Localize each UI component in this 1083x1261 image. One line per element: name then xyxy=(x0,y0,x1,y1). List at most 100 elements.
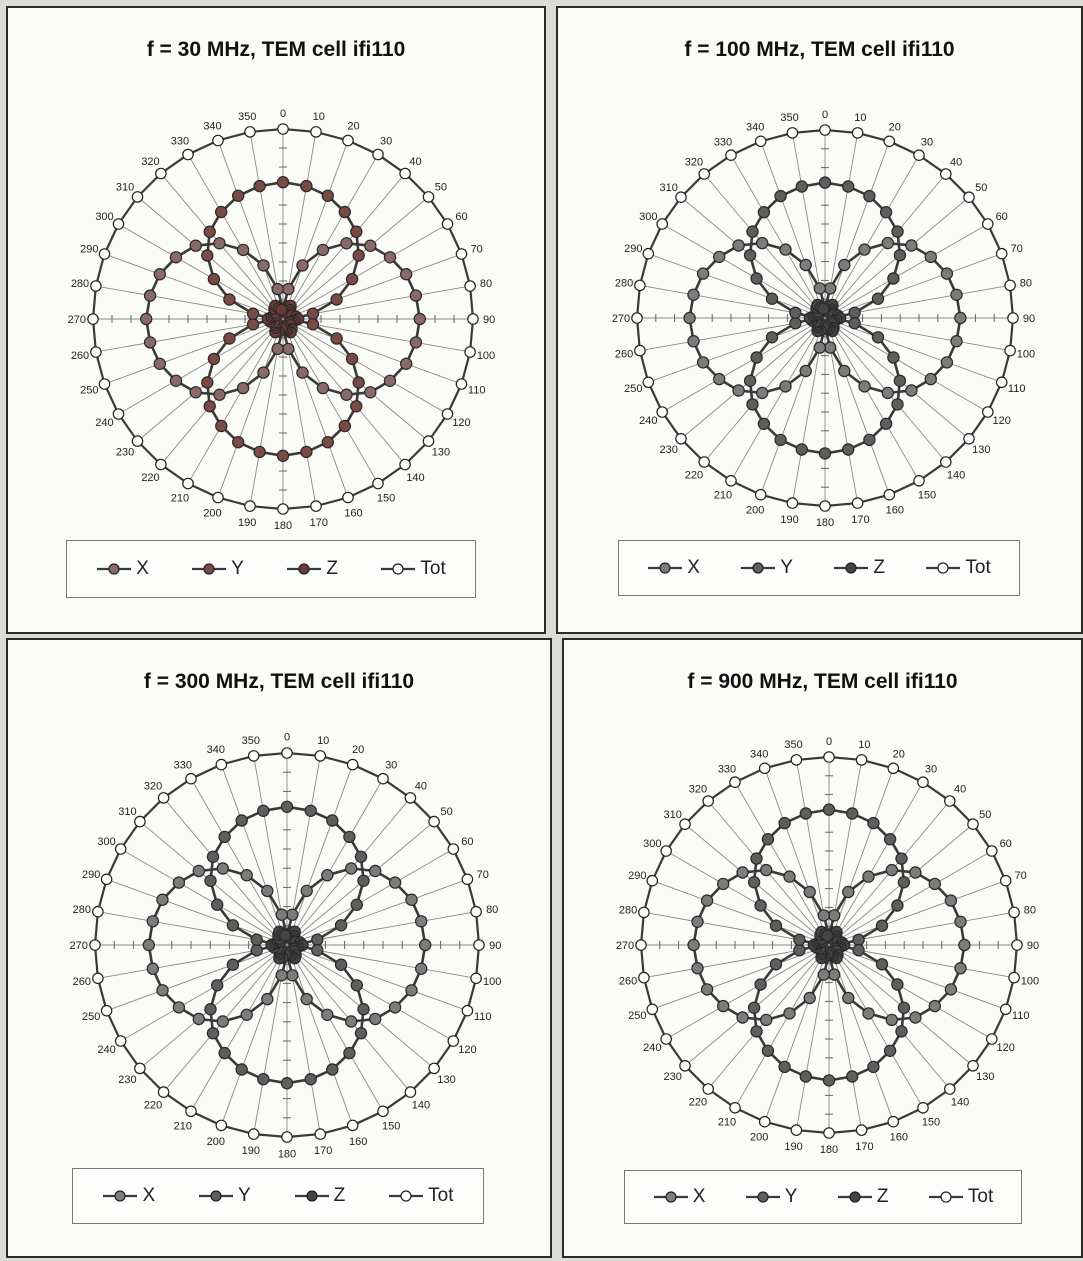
data-point-tot xyxy=(441,408,454,420)
data-point-y xyxy=(218,1046,231,1060)
data-point-tot xyxy=(679,818,691,830)
legend-marker-tot-icon xyxy=(926,562,961,574)
angle-tick-label: 190 xyxy=(780,514,798,526)
data-point-x xyxy=(271,342,284,356)
data-point-x xyxy=(736,866,749,879)
data-point-tot xyxy=(913,149,925,161)
data-point-y xyxy=(765,292,779,305)
data-point-x xyxy=(364,239,377,252)
angle-tick-label: 70 xyxy=(471,244,483,256)
data-point-x xyxy=(732,384,745,397)
data-point-x xyxy=(415,962,428,975)
data-point-y xyxy=(223,293,236,306)
data-point-x xyxy=(905,239,918,252)
angle-tick-label: 180 xyxy=(274,520,292,532)
data-point-x xyxy=(388,876,402,889)
data-point-tot xyxy=(342,134,354,147)
angle-tick-label: 240 xyxy=(95,417,113,429)
data-point-y xyxy=(250,944,263,957)
data-point-y xyxy=(769,958,783,971)
data-point-x xyxy=(924,250,937,264)
chart-panel-300mhz: f = 300 MHz, TEM cell ifi110 0 10 20 30 40 50… xyxy=(6,638,552,1258)
polar-plot: 0 10 20 30 40 50 60 70 80 90 100 110 120 130 140 150 160… xyxy=(616,736,1039,1156)
angle-tick-label: 120 xyxy=(452,417,470,429)
data-point-x xyxy=(296,366,309,379)
data-point-y xyxy=(334,919,348,932)
data-point-tot xyxy=(638,906,650,919)
data-point-y xyxy=(300,179,313,193)
data-point-tot xyxy=(634,344,646,357)
data-point-y xyxy=(867,816,880,830)
data-point-y xyxy=(203,225,216,238)
data-point-y xyxy=(750,1025,763,1038)
data-point-y xyxy=(842,180,855,193)
data-point-tot xyxy=(642,376,655,389)
angle-tick-label: 190 xyxy=(238,517,256,529)
data-point-x xyxy=(954,962,967,975)
legend-marker-tot-icon xyxy=(381,563,416,575)
data-point-x xyxy=(169,251,183,264)
legend-item-z: Z xyxy=(294,1185,345,1207)
data-point-x xyxy=(156,984,169,997)
spoke-line xyxy=(824,317,989,413)
angle-tick-label: 330 xyxy=(171,136,189,148)
angle-tick-label: 140 xyxy=(947,469,965,481)
data-point-y xyxy=(235,1063,248,1076)
angle-tick-label: 170 xyxy=(310,517,328,529)
angle-tick-label: 160 xyxy=(349,1136,367,1148)
data-point-x xyxy=(216,1015,229,1028)
data-point-x xyxy=(405,984,418,997)
angle-tick-label: 260 xyxy=(615,348,633,360)
data-point-y xyxy=(345,352,359,366)
data-point-y xyxy=(206,1027,220,1040)
angle-tick-label: 150 xyxy=(918,490,936,502)
legend-item-tot: Tot xyxy=(388,1185,454,1207)
data-point-y xyxy=(300,445,313,459)
data-point-tot xyxy=(98,378,111,390)
data-point-y xyxy=(754,899,767,912)
data-point-y xyxy=(253,445,266,459)
legend-marker-z-icon xyxy=(837,1191,872,1203)
data-point-x xyxy=(817,968,830,981)
data-point-tot xyxy=(90,346,102,358)
legend-item-tot: Tot xyxy=(925,557,991,579)
data-point-y xyxy=(345,272,359,286)
series-y xyxy=(204,800,370,1090)
data-point-tot xyxy=(887,1115,900,1128)
data-point-y xyxy=(887,272,900,285)
data-point-x xyxy=(950,288,963,301)
data-point-y xyxy=(350,979,363,992)
data-point-x xyxy=(172,876,186,889)
data-point-x xyxy=(858,380,871,393)
data-point-z xyxy=(817,302,830,315)
chart-title: f = 30 MHz, TEM cell ifi110 xyxy=(146,38,406,61)
data-point-y xyxy=(203,400,216,413)
data-point-tot xyxy=(646,874,659,887)
data-point-x xyxy=(400,268,413,281)
angle-tick-label: 50 xyxy=(440,806,452,818)
data-point-y xyxy=(887,351,900,364)
data-point-x xyxy=(415,915,428,928)
data-point-tot xyxy=(917,776,929,788)
data-point-tot xyxy=(999,1003,1012,1016)
data-point-tot xyxy=(887,762,900,775)
data-point-tot xyxy=(447,1035,460,1047)
legend-label: Y xyxy=(780,557,793,578)
data-point-x xyxy=(213,388,226,401)
data-point-y xyxy=(897,1001,911,1014)
spoke-line xyxy=(828,850,993,946)
series-y xyxy=(201,175,365,462)
data-point-x xyxy=(783,1007,796,1020)
data-point-x xyxy=(885,863,898,877)
data-point-y xyxy=(321,189,334,202)
data-point-tot xyxy=(913,474,925,487)
data-point-tot xyxy=(185,772,197,785)
data-point-y xyxy=(218,830,231,844)
data-point-y xyxy=(330,332,343,345)
data-point-x xyxy=(400,357,413,370)
data-point-tot xyxy=(134,815,146,828)
data-point-x xyxy=(954,311,967,325)
chart-panel-30mhz: f = 30 MHz, TEM cell ifi110 0 10 20 30 40 50 6… xyxy=(6,6,546,634)
angle-tick-label: 240 xyxy=(97,1044,115,1056)
data-point-x xyxy=(842,991,855,1005)
